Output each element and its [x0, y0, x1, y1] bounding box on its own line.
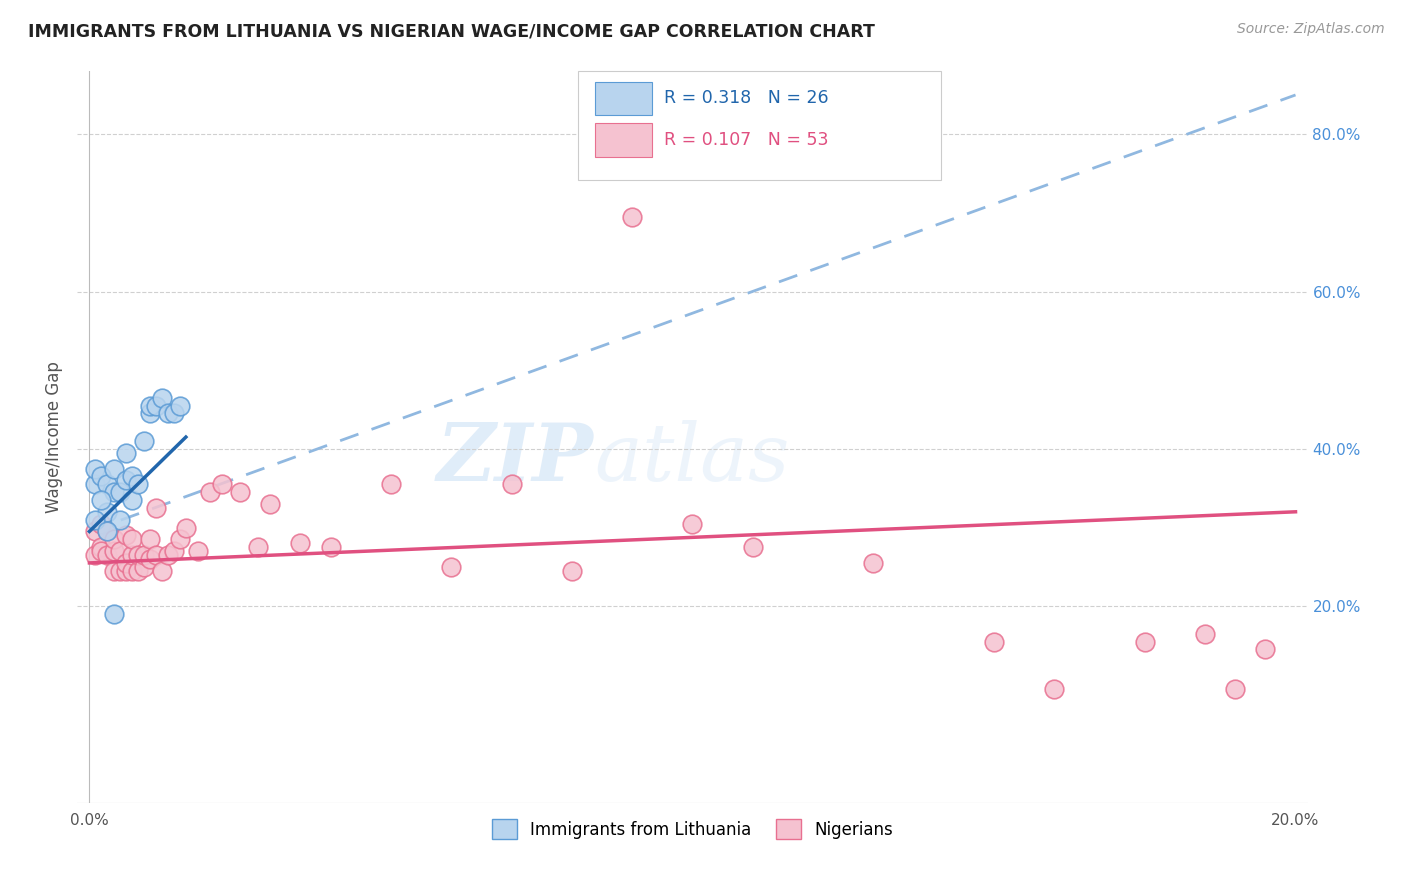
Point: [132, 548, 155, 562]
Point: [198, 485, 221, 500]
Point: [561, 564, 583, 578]
Point: [90, 540, 112, 554]
Point: [127, 564, 149, 578]
Point: [1194, 626, 1216, 640]
Point: [114, 564, 136, 578]
Point: [150, 391, 173, 405]
Point: [114, 446, 136, 460]
Point: [114, 556, 136, 570]
Point: [1225, 681, 1247, 696]
Point: [983, 634, 1005, 648]
Point: [187, 544, 209, 558]
Point: [103, 607, 125, 621]
Text: R = 0.107   N = 53: R = 0.107 N = 53: [664, 131, 828, 149]
Point: [138, 407, 160, 421]
Point: [84, 513, 107, 527]
Point: [84, 477, 107, 491]
Point: [132, 434, 155, 448]
FancyBboxPatch shape: [595, 81, 652, 115]
Point: [90, 544, 112, 558]
Point: [90, 469, 112, 483]
Point: [682, 516, 704, 531]
Point: [862, 556, 884, 570]
Point: [440, 559, 463, 574]
Legend: Immigrants from Lithuania, Nigerians: Immigrants from Lithuania, Nigerians: [482, 809, 903, 849]
Point: [156, 407, 179, 421]
Text: Source: ZipAtlas.com: Source: ZipAtlas.com: [1237, 22, 1385, 37]
Point: [247, 540, 270, 554]
Point: [380, 477, 402, 491]
Point: [84, 524, 107, 539]
Point: [108, 485, 131, 500]
Point: [169, 533, 191, 547]
Text: IMMIGRANTS FROM LITHUANIA VS NIGERIAN WAGE/INCOME GAP CORRELATION CHART: IMMIGRANTS FROM LITHUANIA VS NIGERIAN WA…: [28, 22, 875, 40]
Point: [114, 528, 136, 542]
Point: [501, 477, 523, 491]
Y-axis label: Wage/Income Gap: Wage/Income Gap: [45, 361, 63, 513]
Point: [108, 564, 131, 578]
Point: [121, 548, 143, 562]
Point: [1133, 634, 1156, 648]
Point: [259, 497, 281, 511]
Point: [103, 544, 125, 558]
Point: [96, 524, 118, 539]
Point: [121, 493, 143, 508]
Point: [163, 544, 186, 558]
Point: [84, 461, 107, 475]
Point: [145, 500, 167, 515]
Point: [319, 540, 342, 554]
Point: [96, 524, 118, 539]
Point: [103, 564, 125, 578]
Point: [121, 533, 143, 547]
Point: [290, 536, 312, 550]
Point: [150, 564, 173, 578]
Point: [121, 469, 143, 483]
Point: [163, 407, 186, 421]
Point: [145, 548, 167, 562]
Point: [156, 548, 179, 562]
Point: [96, 548, 118, 562]
Point: [229, 485, 252, 500]
Point: [211, 477, 233, 491]
Point: [138, 552, 160, 566]
FancyBboxPatch shape: [578, 71, 941, 179]
Point: [108, 544, 131, 558]
Point: [103, 485, 125, 500]
Point: [127, 548, 149, 562]
Point: [138, 533, 160, 547]
Text: R = 0.318   N = 26: R = 0.318 N = 26: [664, 89, 828, 107]
Point: [90, 516, 112, 531]
Point: [108, 513, 131, 527]
Point: [174, 520, 197, 534]
Point: [1254, 642, 1277, 657]
Point: [127, 477, 149, 491]
Point: [169, 399, 191, 413]
FancyBboxPatch shape: [595, 123, 652, 157]
Point: [121, 564, 143, 578]
Point: [1043, 681, 1066, 696]
Point: [741, 540, 763, 554]
Text: ZIP: ZIP: [437, 420, 595, 498]
Point: [132, 559, 155, 574]
Point: [96, 477, 118, 491]
Point: [103, 533, 125, 547]
Point: [84, 548, 107, 562]
Point: [621, 210, 644, 224]
Point: [96, 505, 118, 519]
Point: [145, 399, 167, 413]
Point: [114, 473, 136, 487]
Point: [138, 399, 160, 413]
Point: [90, 493, 112, 508]
Point: [103, 461, 125, 475]
Text: atlas: atlas: [595, 420, 789, 498]
